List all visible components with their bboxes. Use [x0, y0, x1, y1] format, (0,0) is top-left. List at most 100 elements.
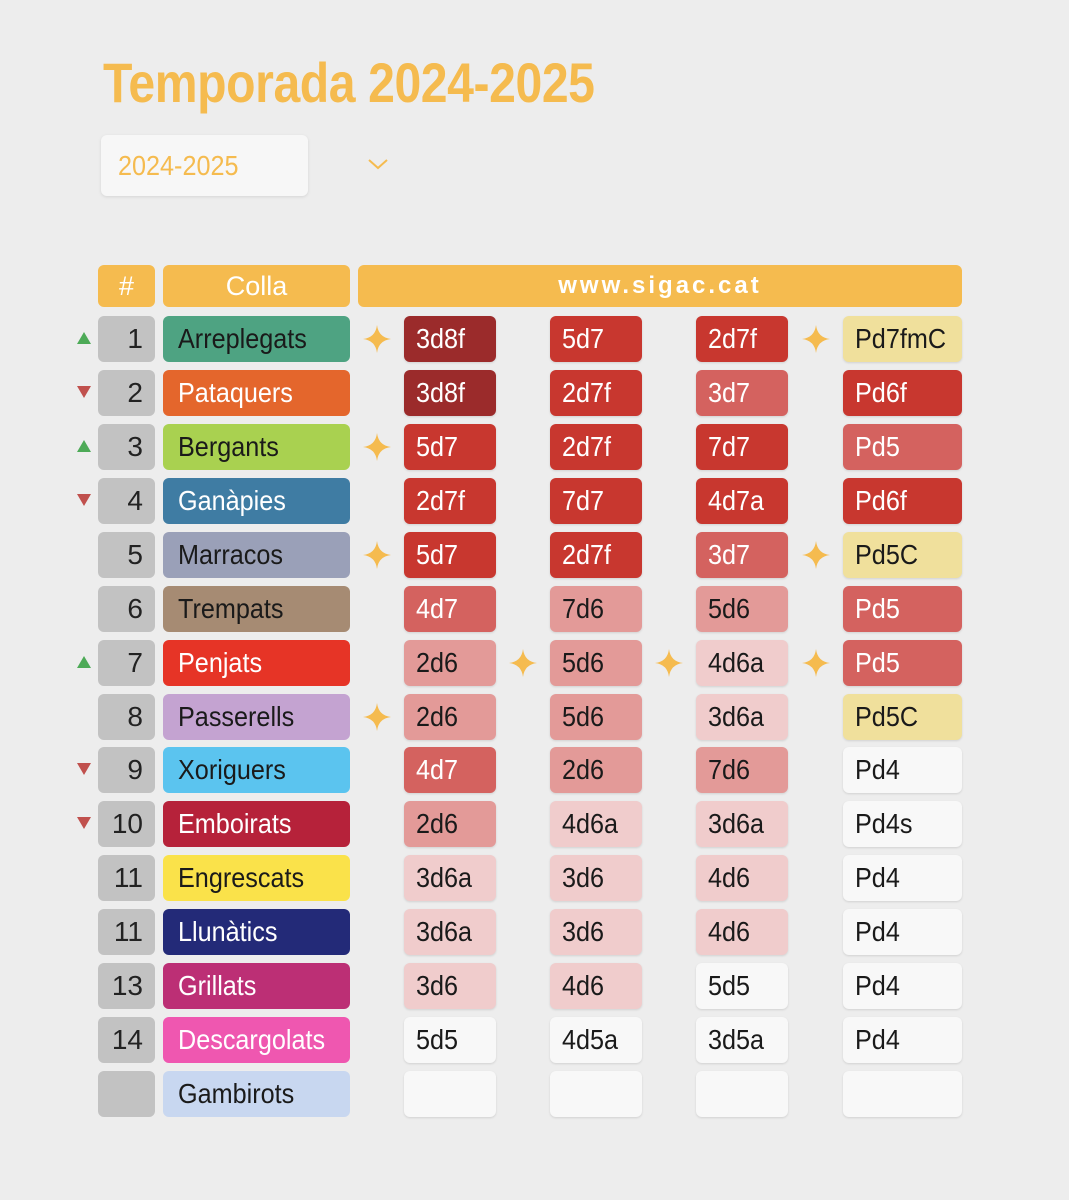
- season-select-value: 2024-2025: [118, 149, 239, 181]
- colla-name[interactable]: Xoriguers: [163, 747, 350, 794]
- performance-cell: 4d5a: [550, 1017, 642, 1064]
- performance-cell: 2d6: [404, 801, 496, 848]
- performance-cell: Pd4: [843, 909, 962, 956]
- performance-cell: 3d8f: [404, 369, 496, 416]
- star-icon: [363, 702, 391, 731]
- colla-name[interactable]: Penjats: [163, 639, 350, 686]
- table-row: Gambirots: [0, 1071, 1069, 1118]
- rank-badge: 11: [98, 855, 155, 902]
- rank-badge: 4: [98, 477, 155, 524]
- performance-cell: 4d7: [404, 747, 496, 794]
- performance-cell: 3d6a: [696, 801, 788, 848]
- star-icon: [802, 540, 830, 569]
- colla-name[interactable]: Marracos: [163, 531, 350, 578]
- performance-cell: 3d6: [404, 963, 496, 1010]
- header-site-link[interactable]: www.sigac.cat: [358, 265, 962, 307]
- trend-up-icon: [77, 655, 91, 668]
- table-row: 11 Llunàtics 3d6a 3d6 4d6 Pd4: [0, 909, 1069, 956]
- performance-cell: Pd4: [843, 1017, 962, 1064]
- colla-name[interactable]: Bergants: [163, 423, 350, 470]
- performance-cell: 5d6: [550, 693, 642, 740]
- performance-cell: Pd6f: [843, 477, 962, 524]
- colla-name[interactable]: Emboirats: [163, 801, 350, 848]
- colla-name[interactable]: Arreplegats: [163, 316, 350, 362]
- chevron-down-icon: [368, 159, 388, 170]
- performance-cell: 3d8f: [404, 316, 496, 362]
- performance-cell: Pd4: [843, 963, 962, 1010]
- performance-cell: 4d6: [696, 855, 788, 902]
- performance-cell: Pd5: [843, 639, 962, 686]
- colla-name[interactable]: Llunàtics: [163, 909, 350, 956]
- performance-cell: 5d7: [404, 531, 496, 578]
- trend-down-icon: [77, 817, 91, 830]
- rank-badge: 2: [98, 369, 155, 416]
- star-icon: [802, 325, 830, 353]
- performance-cell: 2d6: [404, 693, 496, 740]
- performance-cell: Pd5: [843, 423, 962, 470]
- colla-name[interactable]: Passerells: [163, 693, 350, 740]
- performance-cell: 4d7a: [696, 477, 788, 524]
- performance-cell: 3d7: [696, 369, 788, 416]
- rank-badge: 14: [98, 1017, 155, 1064]
- colla-name[interactable]: Pataquers: [163, 369, 350, 416]
- page-title: Temporada 2024-2025: [103, 51, 595, 114]
- table-row: 14 Descargolats 5d5 4d5a 3d5a Pd4: [0, 1017, 1069, 1064]
- table-row: 3 Bergants 5d7 2d7f 7d7 Pd5: [0, 423, 1069, 470]
- trend-down-icon: [77, 763, 91, 776]
- performance-cell: 4d6a: [550, 801, 642, 848]
- star-icon: [655, 648, 683, 677]
- performance-cell: Pd5C: [843, 531, 962, 578]
- performance-cell: 5d5: [696, 963, 788, 1010]
- performance-cell: 2d7f: [404, 477, 496, 524]
- star-icon: [509, 648, 537, 677]
- rank-badge: 9: [98, 747, 155, 794]
- rank-badge: 13: [98, 963, 155, 1010]
- performance-cell: [843, 1071, 962, 1118]
- colla-name[interactable]: Grillats: [163, 963, 350, 1010]
- performance-cell: 5d5: [404, 1017, 496, 1064]
- trend-up-icon: [77, 332, 91, 344]
- table-row: 7 Penjats 2d6 5d6 4d6a Pd5: [0, 639, 1069, 686]
- rank-badge: 10: [98, 801, 155, 848]
- table-row: 6 Trempats 4d7 7d6 5d6 Pd5: [0, 585, 1069, 632]
- trend-down-icon: [77, 385, 91, 398]
- season-select[interactable]: 2024-2025: [101, 135, 388, 196]
- performance-cell: Pd7fmC: [843, 316, 962, 362]
- table-row: 13 Grillats 3d6 4d6 5d5 Pd4: [0, 963, 1069, 1010]
- performance-cell: 2d7f: [550, 423, 642, 470]
- performance-cell: 2d6: [404, 639, 496, 686]
- performance-cell: 3d6: [550, 855, 642, 902]
- performance-cell: 3d7: [696, 531, 788, 578]
- colla-name[interactable]: Ganàpies: [163, 477, 350, 524]
- performance-cell: 3d6a: [404, 855, 496, 902]
- performance-cell: Pd5: [843, 585, 962, 632]
- performance-cell: [696, 1071, 788, 1118]
- performance-cell: Pd4: [843, 855, 962, 902]
- performance-cell: Pd4: [843, 747, 962, 794]
- rank-badge: 8: [98, 693, 155, 740]
- table-row: 1 Arreplegats 3d8f 5d7 2d7f Pd7fmC: [0, 316, 1069, 362]
- performance-cell: 4d6: [696, 909, 788, 956]
- star-icon: [802, 648, 830, 677]
- colla-name[interactable]: Gambirots: [163, 1071, 350, 1118]
- star-icon: [363, 325, 391, 353]
- rank-badge: 3: [98, 423, 155, 470]
- performance-cell: Pd5C: [843, 693, 962, 740]
- performance-cell: 3d6: [550, 909, 642, 956]
- header-rank: #: [98, 265, 155, 307]
- performance-cell: 3d6a: [404, 909, 496, 956]
- performance-cell: 5d6: [696, 585, 788, 632]
- performance-cell: [404, 1071, 496, 1118]
- colla-name[interactable]: Descargolats: [163, 1017, 350, 1064]
- performance-cell: 2d7f: [550, 531, 642, 578]
- trend-down-icon: [77, 493, 91, 506]
- table-row: 11 Engrescats 3d6a 3d6 4d6 Pd4: [0, 855, 1069, 902]
- performance-cell: 3d6a: [696, 693, 788, 740]
- performance-cell: 7d7: [696, 423, 788, 470]
- colla-name[interactable]: Engrescats: [163, 855, 350, 902]
- rank-badge: 7: [98, 639, 155, 686]
- colla-name[interactable]: Trempats: [163, 585, 350, 632]
- performance-cell: 2d6: [550, 747, 642, 794]
- trend-up-icon: [77, 439, 91, 452]
- performance-cell: 2d7f: [696, 316, 788, 362]
